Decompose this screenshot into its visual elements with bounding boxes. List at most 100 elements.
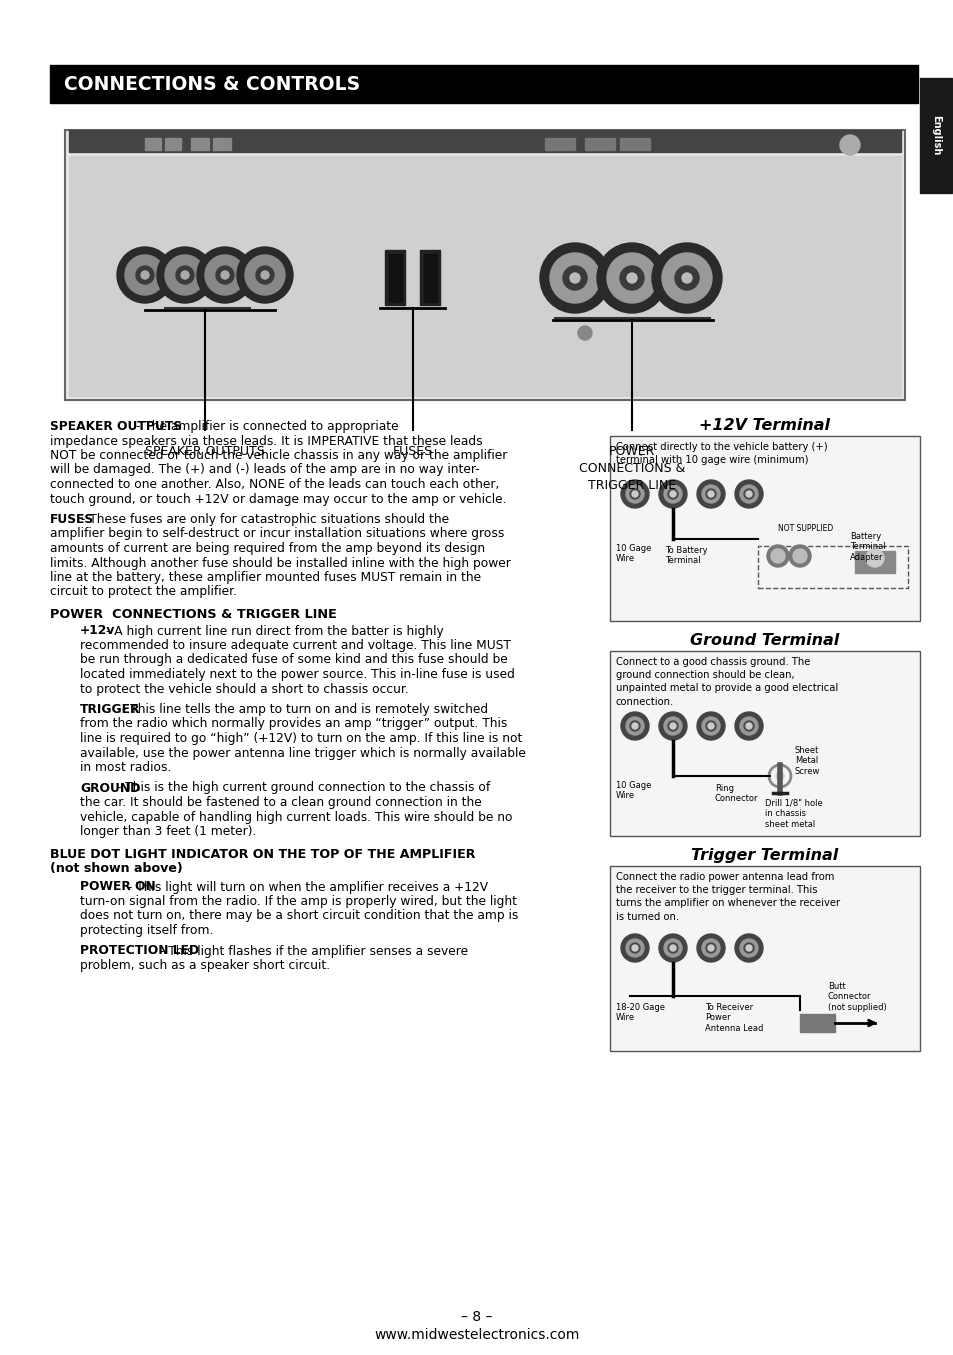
Circle shape (626, 272, 637, 283)
Text: impedance speakers via these leads. It is IMPERATIVE that these leads: impedance speakers via these leads. It i… (50, 435, 482, 447)
Text: FUSES: FUSES (50, 514, 94, 526)
Circle shape (740, 939, 758, 957)
Circle shape (697, 934, 724, 962)
Text: circuit to protect the amplifier.: circuit to protect the amplifier. (50, 585, 236, 599)
Circle shape (667, 721, 678, 730)
Bar (69, 156, 900, 396)
Circle shape (629, 721, 639, 730)
Bar (800, 1014, 834, 1033)
Bar (423, 253, 436, 302)
Bar (191, 138, 209, 150)
Bar (854, 551, 894, 573)
Text: - The amplifier is connected to appropriate: - The amplifier is connected to appropri… (132, 420, 398, 434)
Circle shape (221, 271, 229, 279)
Text: TRIGGER: TRIGGER (80, 703, 140, 715)
Bar (919, 79, 951, 192)
Bar (619, 138, 649, 150)
Circle shape (697, 711, 724, 740)
Text: (not shown above): (not shown above) (50, 862, 183, 875)
Circle shape (236, 247, 293, 304)
Text: recommended to insure adequate current and voltage. This line MUST: recommended to insure adequate current a… (80, 640, 511, 652)
Circle shape (669, 491, 676, 497)
Text: amplifier begin to self-destruct or incur installation situations where gross: amplifier begin to self-destruct or incu… (50, 527, 504, 541)
Text: to protect the vehicle should a short to chassis occur.: to protect the vehicle should a short to… (80, 683, 408, 695)
Circle shape (701, 939, 720, 957)
Text: turn-on signal from the radio. If the amp is properly wired, but the light: turn-on signal from the radio. If the am… (80, 896, 517, 908)
Text: SPEAKER OUTPUTS: SPEAKER OUTPUTS (50, 420, 182, 434)
Text: – 8 –: – 8 – (461, 1310, 492, 1324)
Circle shape (840, 136, 859, 154)
Circle shape (707, 491, 713, 497)
Circle shape (659, 934, 686, 962)
Bar (50, 65, 917, 103)
Circle shape (792, 549, 806, 562)
Text: protecting itself from.: protecting itself from. (80, 924, 213, 938)
Text: amounts of current are being required from the amp beyond its design: amounts of current are being required fr… (50, 542, 485, 556)
Circle shape (865, 549, 883, 566)
Circle shape (659, 711, 686, 740)
Circle shape (620, 934, 648, 962)
Circle shape (578, 327, 592, 340)
Bar (65, 130, 904, 400)
Text: BLUE DOT LIGHT INDICATOR ON THE TOP OF THE AMPLIFIER: BLUE DOT LIGHT INDICATOR ON THE TOP OF T… (50, 847, 475, 860)
Circle shape (667, 489, 678, 499)
Circle shape (766, 545, 788, 566)
Text: NOT SUPPLIED: NOT SUPPLIED (778, 524, 832, 533)
Text: connected to one another. Also, NONE of the leads can touch each other,: connected to one another. Also, NONE of … (50, 478, 498, 491)
Bar (419, 251, 439, 305)
Circle shape (261, 271, 269, 279)
Circle shape (788, 545, 810, 566)
Text: - This light will turn on when the amplifier receives a +12V: - This light will turn on when the ampli… (124, 881, 487, 893)
Text: 10 Gage
Wire: 10 Gage Wire (616, 780, 651, 801)
Circle shape (255, 266, 274, 285)
Text: - These fuses are only for catastrophic situations should the: - These fuses are only for catastrophic … (77, 514, 449, 526)
Circle shape (663, 717, 681, 734)
Circle shape (745, 491, 751, 497)
Text: English: English (930, 115, 940, 156)
Circle shape (705, 943, 716, 953)
Circle shape (669, 944, 676, 951)
Circle shape (625, 485, 643, 503)
Circle shape (701, 485, 720, 503)
Circle shape (659, 480, 686, 508)
Circle shape (770, 549, 784, 562)
Text: www.midwestelectronics.com: www.midwestelectronics.com (374, 1328, 579, 1341)
Text: PROTECTION LED: PROTECTION LED (80, 944, 199, 958)
Circle shape (196, 247, 253, 304)
Circle shape (651, 243, 721, 313)
Circle shape (707, 944, 713, 951)
Circle shape (569, 272, 579, 283)
Text: from the radio which normally provides an amp “trigger” output. This: from the radio which normally provides a… (80, 718, 507, 730)
Text: +12V Terminal: +12V Terminal (699, 417, 830, 434)
Circle shape (675, 266, 699, 290)
Bar (609, 866, 919, 1051)
Bar (165, 138, 181, 150)
Circle shape (562, 266, 586, 290)
Circle shape (734, 711, 762, 740)
Circle shape (625, 939, 643, 957)
Text: POWER  CONNECTIONS & TRIGGER LINE: POWER CONNECTIONS & TRIGGER LINE (50, 608, 336, 621)
Text: POWER
CONNECTIONS &
TRIGGER LINE: POWER CONNECTIONS & TRIGGER LINE (578, 444, 684, 492)
Text: FUSES: FUSES (393, 444, 433, 458)
Bar (584, 138, 615, 150)
Circle shape (663, 485, 681, 503)
Circle shape (697, 480, 724, 508)
Bar (385, 251, 405, 305)
Bar (609, 650, 919, 836)
Text: - This line tells the amp to turn on and is remotely switched: - This line tells the amp to turn on and… (118, 703, 488, 715)
Text: Connect the radio power antenna lead from
the receiver to the trigger terminal. : Connect the radio power antenna lead fro… (616, 873, 840, 921)
Text: - A high current line run direct from the batter is highly: - A high current line run direct from th… (102, 625, 443, 637)
Circle shape (667, 943, 678, 953)
Circle shape (734, 480, 762, 508)
Circle shape (743, 489, 753, 499)
Circle shape (701, 717, 720, 734)
Text: +12v: +12v (80, 625, 115, 637)
Circle shape (619, 266, 643, 290)
Text: line at the battery, these amplifier mounted fuses MUST remain in the: line at the battery, these amplifier mou… (50, 570, 480, 584)
Text: - This light flashes if the amplifier senses a severe: - This light flashes if the amplifier se… (156, 944, 468, 958)
Text: problem, such as a speaker short circuit.: problem, such as a speaker short circuit… (80, 959, 330, 972)
Text: will be damaged. The (+) and (-) leads of the amp are in no way inter-: will be damaged. The (+) and (-) leads o… (50, 463, 479, 477)
Text: Ring
Connector: Ring Connector (714, 785, 758, 804)
Text: be run through a dedicated fuse of some kind and this fuse should be: be run through a dedicated fuse of some … (80, 653, 507, 667)
Text: located immediately next to the power source. This in-line fuse is used: located immediately next to the power so… (80, 668, 515, 682)
